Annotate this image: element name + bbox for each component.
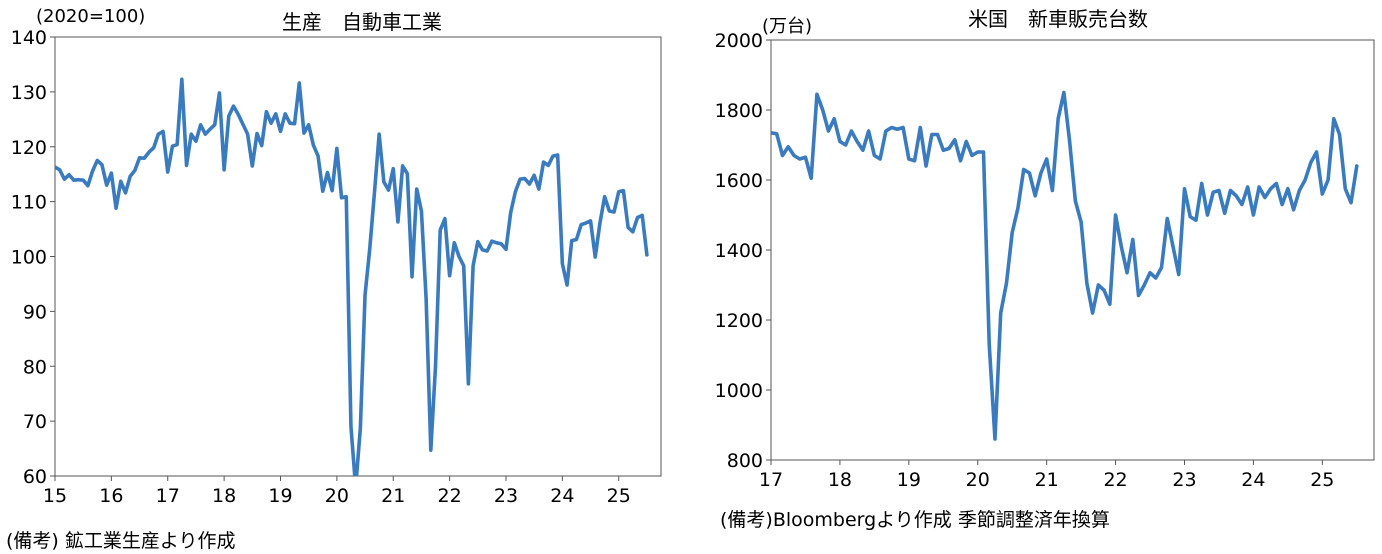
right-chart-title: 米国 新車販売台数: [968, 7, 1148, 31]
right-x-tick-label: 21: [1035, 469, 1059, 491]
left-x-tick-label: 20: [325, 485, 349, 507]
right-y-tick-label: 1600: [715, 170, 763, 192]
right-y-tick-label: 800: [727, 450, 763, 472]
left-chart-title: 生産 自動車工業: [282, 10, 442, 34]
left-y-tick-label: 70: [23, 411, 47, 433]
right-x-tick-label: 25: [1310, 469, 1334, 491]
left-x-tick-label: 21: [381, 485, 405, 507]
right-x-tick-label: 22: [1103, 469, 1127, 491]
right-plot-frame: [770, 39, 1375, 461]
right-x-tick-label: 18: [828, 469, 852, 491]
right-series-line: [771, 90, 1359, 441]
left-y-tick-label: 110: [11, 192, 47, 214]
left-y-tick-label: 120: [11, 137, 47, 159]
left-x-tick-label: 23: [494, 485, 518, 507]
right-y-tick-label: 1800: [715, 100, 763, 122]
left-y-tick-label: 100: [11, 247, 47, 269]
left-y-tick-label: 140: [11, 27, 47, 49]
left-x-tick-label: 24: [550, 485, 574, 507]
left-y-tick-label: 130: [11, 82, 47, 104]
left-x-tick-label: 25: [607, 485, 631, 507]
left-x-tick-label: 15: [43, 485, 67, 507]
left-x-tick-label: 19: [268, 485, 292, 507]
left-y-tick-label: 90: [23, 301, 47, 323]
right-y-tick-label: 1200: [715, 310, 763, 332]
right-y-tick-label: 2000: [715, 30, 763, 52]
right-x-tick-label: 23: [1172, 469, 1196, 491]
left-y-tick-label: 80: [23, 356, 47, 378]
right-x-tick-label: 20: [966, 469, 990, 491]
right-y-tick-label: 1000: [715, 380, 763, 402]
left-x-tick-label: 17: [156, 485, 180, 507]
right-x-tick-label: 24: [1241, 469, 1265, 491]
left-y-tick-label: 60: [23, 466, 47, 488]
left-series-line: [55, 77, 649, 476]
left-x-tick-label: 18: [212, 485, 236, 507]
right-unit-label: (万台): [762, 16, 812, 37]
left-x-tick-label: 22: [438, 485, 462, 507]
left-x-tick-label: 16: [99, 485, 123, 507]
right-x-tick-label: 17: [759, 469, 783, 491]
right-x-tick-label: 19: [897, 469, 921, 491]
left-unit-label: (2020=100): [36, 6, 145, 27]
left-chart-note: (備考) 鉱工業生産より作成: [6, 530, 236, 552]
right-chart-note: (備考)Bloombergより作成 季節調整済年換算: [720, 509, 1110, 531]
right-y-tick-label: 1400: [715, 240, 763, 262]
